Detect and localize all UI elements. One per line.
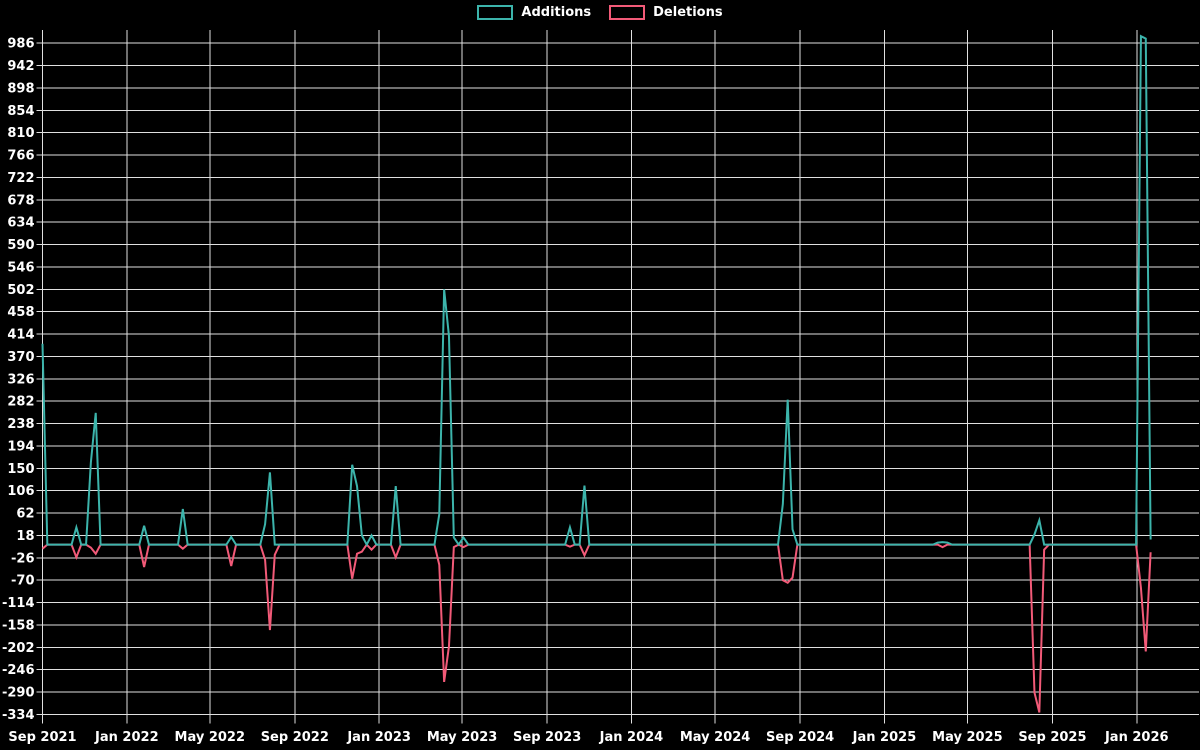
y-tick-label: -202 [2,641,35,656]
y-tick-label: 370 [7,350,34,365]
y-tick-label: 678 [7,193,34,208]
legend-label-additions: Additions [521,5,592,20]
x-tick-label: Sep 2023 [513,730,581,745]
x-tick-label: May 2023 [427,730,498,745]
y-tick-label: 238 [7,417,34,432]
legend-swatch-additions-icon [477,5,514,20]
y-tick-label: 766 [7,149,34,164]
y-tick-label: 150 [7,462,34,477]
x-tick-label: Jan 2026 [1104,730,1169,745]
y-tick-label: 854 [7,104,34,119]
legend-item-additions[interactable]: Additions [477,5,591,20]
y-tick-label: 194 [7,439,34,454]
x-tick-label: Jan 2025 [852,730,917,745]
y-tick-label: 634 [7,216,34,231]
y-tick-label: 106 [7,484,34,499]
x-tick-label: May 2022 [175,730,246,745]
y-tick-label: 282 [7,395,34,410]
y-tick-label: 62 [16,507,34,522]
y-tick-label: -290 [2,686,35,701]
y-tick-label: 502 [7,283,34,298]
y-tick-label: 18 [16,529,34,544]
series-line-additions [41,34,1152,547]
legend-label-deletions: Deletions [653,5,723,20]
series-line-deletions [41,543,1152,713]
y-tick-label: 942 [7,59,34,74]
x-tick-label: Sep 2024 [766,730,834,745]
y-tick-label: 810 [7,126,34,141]
chart-legend: Additions Deletions [0,5,1200,20]
y-tick-label: 986 [7,37,34,52]
y-tick-label: 546 [7,260,34,275]
x-tick-label: Sep 2022 [261,730,329,745]
y-tick-label: 414 [7,328,34,343]
y-tick-label: 722 [7,171,34,186]
legend-item-deletions[interactable]: Deletions [609,5,723,20]
x-tick-label: Jan 2024 [599,730,664,745]
y-tick-label: -114 [2,596,35,611]
y-tick-label: -158 [2,618,35,633]
x-tick-label: May 2024 [680,730,751,745]
y-tick-label: 590 [7,238,34,253]
x-tick-label: May 2025 [932,730,1003,745]
y-tick-label: -70 [11,574,35,589]
y-tick-label: -246 [2,663,35,678]
y-tick-label: 898 [7,81,34,96]
y-tick-label: 326 [7,372,34,387]
x-tick-label: Jan 2022 [94,730,159,745]
legend-swatch-deletions-icon [609,5,646,20]
x-tick-label: Sep 2025 [1018,730,1086,745]
x-tick-label: Jan 2023 [346,730,411,745]
y-tick-label: -334 [2,708,35,723]
y-tick-label: -26 [11,551,35,566]
y-tick-label: 458 [7,305,34,320]
x-tick-label: Sep 2021 [8,730,76,745]
